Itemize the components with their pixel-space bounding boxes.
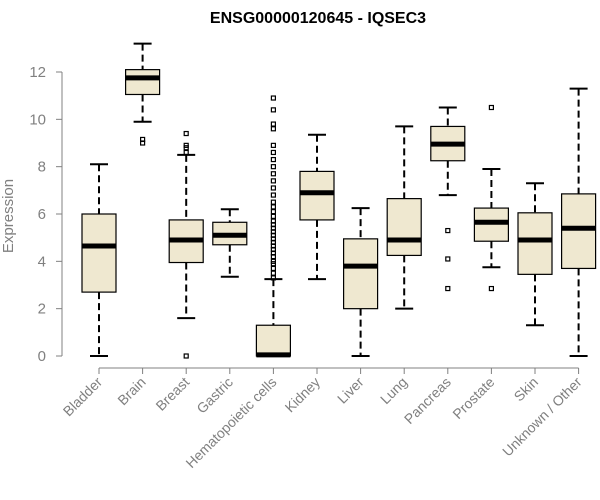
outlier-point xyxy=(270,213,276,219)
outlier-point xyxy=(270,126,276,132)
box-iqr xyxy=(81,213,117,293)
box-group xyxy=(255,95,291,358)
outlier-point xyxy=(270,171,276,177)
plot-area xyxy=(81,42,597,359)
y-tick-label: 6 xyxy=(38,206,46,223)
y-tick-label: 0 xyxy=(38,348,46,365)
outlier-point xyxy=(270,209,276,215)
x-tick-label: Liver xyxy=(334,374,367,407)
x-tick-label: Brain xyxy=(114,374,148,408)
y-axis-label: Expression xyxy=(0,179,17,253)
box-iqr xyxy=(124,69,161,96)
x-tick-label: Gastric xyxy=(193,374,236,417)
outlier-point xyxy=(270,258,276,264)
box-group xyxy=(430,106,466,292)
y-tick-label: 4 xyxy=(38,253,46,270)
x-tick-label: Prostate xyxy=(449,374,497,422)
box-group xyxy=(560,87,597,357)
box-group xyxy=(343,207,379,357)
box-group xyxy=(386,125,422,310)
chart-title: ENSG00000120645 - IQSEC3 xyxy=(210,10,426,27)
outlier-point xyxy=(183,130,189,137)
outlier-point xyxy=(270,121,276,127)
box-iqr xyxy=(386,198,422,257)
outlier-point xyxy=(270,204,276,210)
outlier-point xyxy=(270,142,276,148)
x-tick-label: Kidney xyxy=(282,374,324,416)
outlier-point xyxy=(488,104,494,111)
outlier-point xyxy=(270,265,276,272)
outlier-point xyxy=(270,199,276,205)
box-group xyxy=(212,208,248,278)
box-group xyxy=(517,182,553,327)
outlier-point xyxy=(183,353,189,359)
outlier-point xyxy=(183,149,189,156)
box-iqr xyxy=(560,193,597,270)
box-group xyxy=(168,130,204,359)
outlier-point xyxy=(270,185,276,191)
y-tick-label: 8 xyxy=(38,159,46,176)
x-tick-label: Breast xyxy=(152,374,192,414)
box-group xyxy=(299,133,335,281)
outlier-point xyxy=(445,256,451,262)
box-iqr xyxy=(517,212,553,275)
x-tick-label: Pancreas xyxy=(401,374,454,427)
outlier-point xyxy=(140,136,146,143)
box-group xyxy=(124,42,161,146)
y-tick-label: 10 xyxy=(29,111,46,128)
outlier-point xyxy=(270,156,276,163)
y-tick-label: 12 xyxy=(29,64,46,81)
outlier-point xyxy=(270,270,276,276)
outlier-point xyxy=(270,275,276,281)
x-tick-label: Bladder xyxy=(60,374,106,420)
outlier-point xyxy=(270,107,276,113)
box-group xyxy=(81,163,117,357)
outlier-point xyxy=(270,149,276,156)
outlier-point xyxy=(183,142,189,148)
x-tick-label: Lung xyxy=(377,374,410,407)
outlier-point xyxy=(270,218,276,224)
box-iqr xyxy=(343,238,379,310)
y-tick-label: 2 xyxy=(38,301,46,318)
x-tick-label: Skin xyxy=(511,374,542,405)
box-group xyxy=(473,104,509,292)
outlier-point xyxy=(270,192,276,198)
box-iqr xyxy=(299,170,335,221)
outlier-point xyxy=(270,164,276,170)
box-iqr xyxy=(255,324,291,357)
outlier-point xyxy=(445,285,451,292)
outlier-point xyxy=(270,178,276,184)
y-axis: 0 2 4 6 8 10 12 xyxy=(29,64,63,365)
outlier-point xyxy=(488,285,494,292)
outlier-point xyxy=(445,227,451,234)
x-tick-label: Unknown / Other xyxy=(499,374,585,460)
outlier-point xyxy=(270,95,276,101)
